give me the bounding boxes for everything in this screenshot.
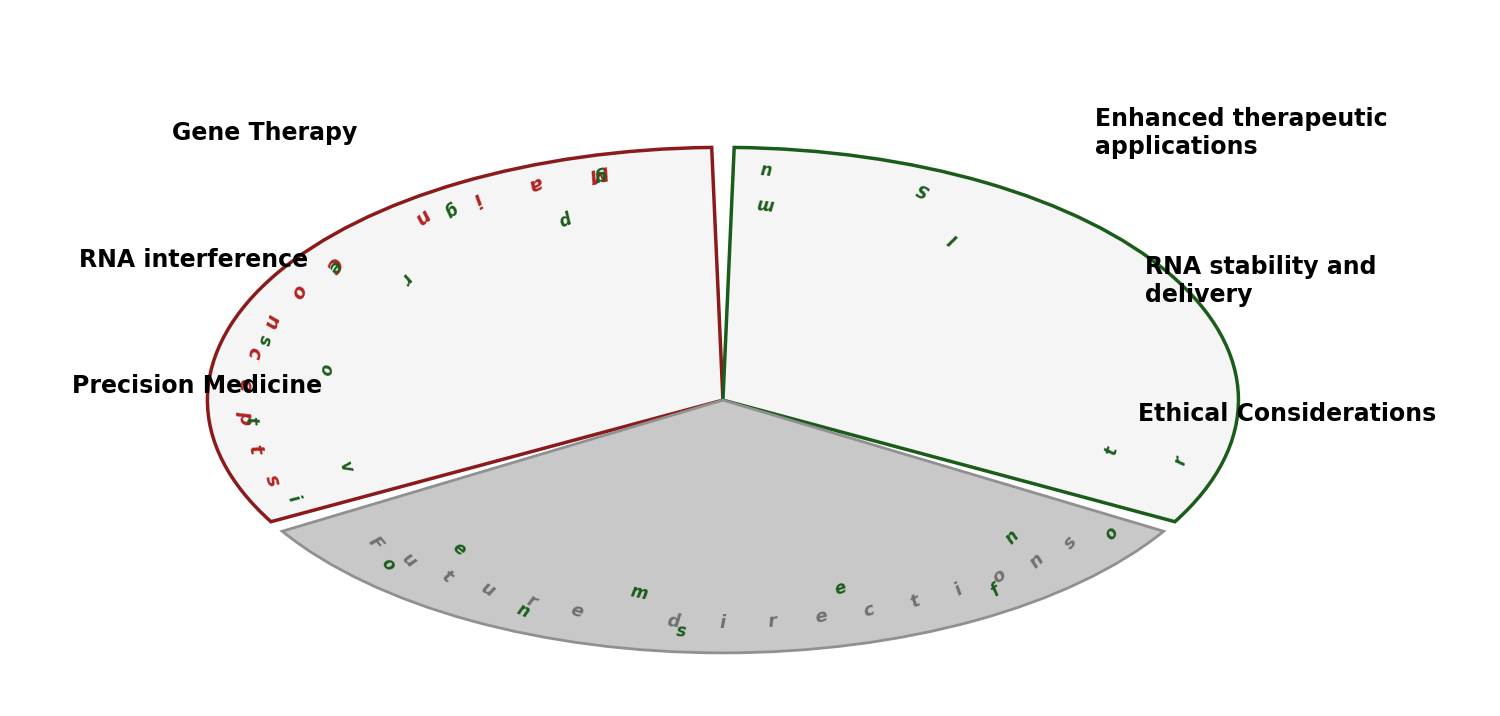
Wedge shape: [723, 147, 1239, 522]
Text: e: e: [568, 600, 586, 621]
Text: Precision Medicine: Precision Medicine: [72, 374, 322, 398]
Text: u: u: [477, 579, 498, 601]
Text: t: t: [1101, 445, 1120, 458]
Wedge shape: [282, 400, 1164, 653]
Text: m: m: [756, 194, 774, 214]
Text: RNA interference: RNA interference: [78, 248, 308, 271]
Text: S: S: [914, 179, 933, 200]
Text: C: C: [321, 253, 344, 275]
Text: t: t: [438, 567, 456, 586]
Text: r: r: [1172, 454, 1191, 467]
Text: s: s: [1060, 533, 1082, 553]
Text: t: t: [244, 442, 264, 456]
Text: i: i: [951, 581, 966, 599]
Text: t: t: [908, 591, 922, 611]
Wedge shape: [207, 147, 723, 522]
Text: v: v: [334, 460, 356, 475]
Text: r: r: [524, 591, 538, 611]
Text: p: p: [556, 208, 574, 229]
Text: F: F: [364, 533, 387, 553]
Text: s: s: [261, 472, 284, 489]
Text: a: a: [526, 173, 546, 195]
Text: s: s: [255, 333, 274, 347]
Text: s: s: [676, 622, 687, 641]
Text: I: I: [946, 230, 962, 248]
Text: i: i: [284, 492, 303, 505]
Text: c: c: [243, 345, 264, 360]
Text: o: o: [1101, 523, 1122, 543]
Text: u: u: [399, 550, 420, 572]
Text: n: n: [1002, 526, 1023, 548]
Text: e: e: [448, 538, 470, 559]
Text: Ethical Considerations: Ethical Considerations: [1138, 402, 1437, 426]
Text: e: e: [833, 579, 849, 599]
Text: n: n: [1026, 550, 1047, 572]
Text: i: i: [720, 614, 726, 632]
Text: e: e: [234, 377, 255, 392]
Text: o: o: [376, 554, 398, 575]
Text: g: g: [441, 199, 460, 221]
Text: m: m: [628, 582, 650, 604]
Text: o: o: [316, 362, 336, 377]
Text: n: n: [411, 205, 434, 228]
Text: e: e: [813, 607, 830, 627]
Text: Gene Therapy: Gene Therapy: [172, 121, 358, 145]
Text: r: r: [396, 270, 416, 288]
Text: e: e: [324, 257, 345, 276]
Text: o: o: [988, 566, 1010, 588]
Text: o: o: [286, 281, 309, 302]
Text: RNA stability and
delivery: RNA stability and delivery: [1146, 255, 1377, 306]
Text: u: u: [758, 159, 771, 178]
Text: r: r: [766, 611, 777, 631]
Text: n: n: [260, 311, 282, 331]
Text: Enhanced therapeutic
applications: Enhanced therapeutic applications: [1095, 107, 1388, 159]
Text: f: f: [987, 581, 1004, 600]
Text: c: c: [861, 601, 876, 621]
Text: t: t: [242, 415, 260, 425]
Text: n: n: [513, 600, 531, 621]
Text: g: g: [592, 165, 609, 185]
Text: i: i: [470, 188, 484, 208]
Text: p: p: [236, 410, 255, 425]
Text: M: M: [586, 161, 610, 185]
Text: d: d: [666, 611, 681, 631]
